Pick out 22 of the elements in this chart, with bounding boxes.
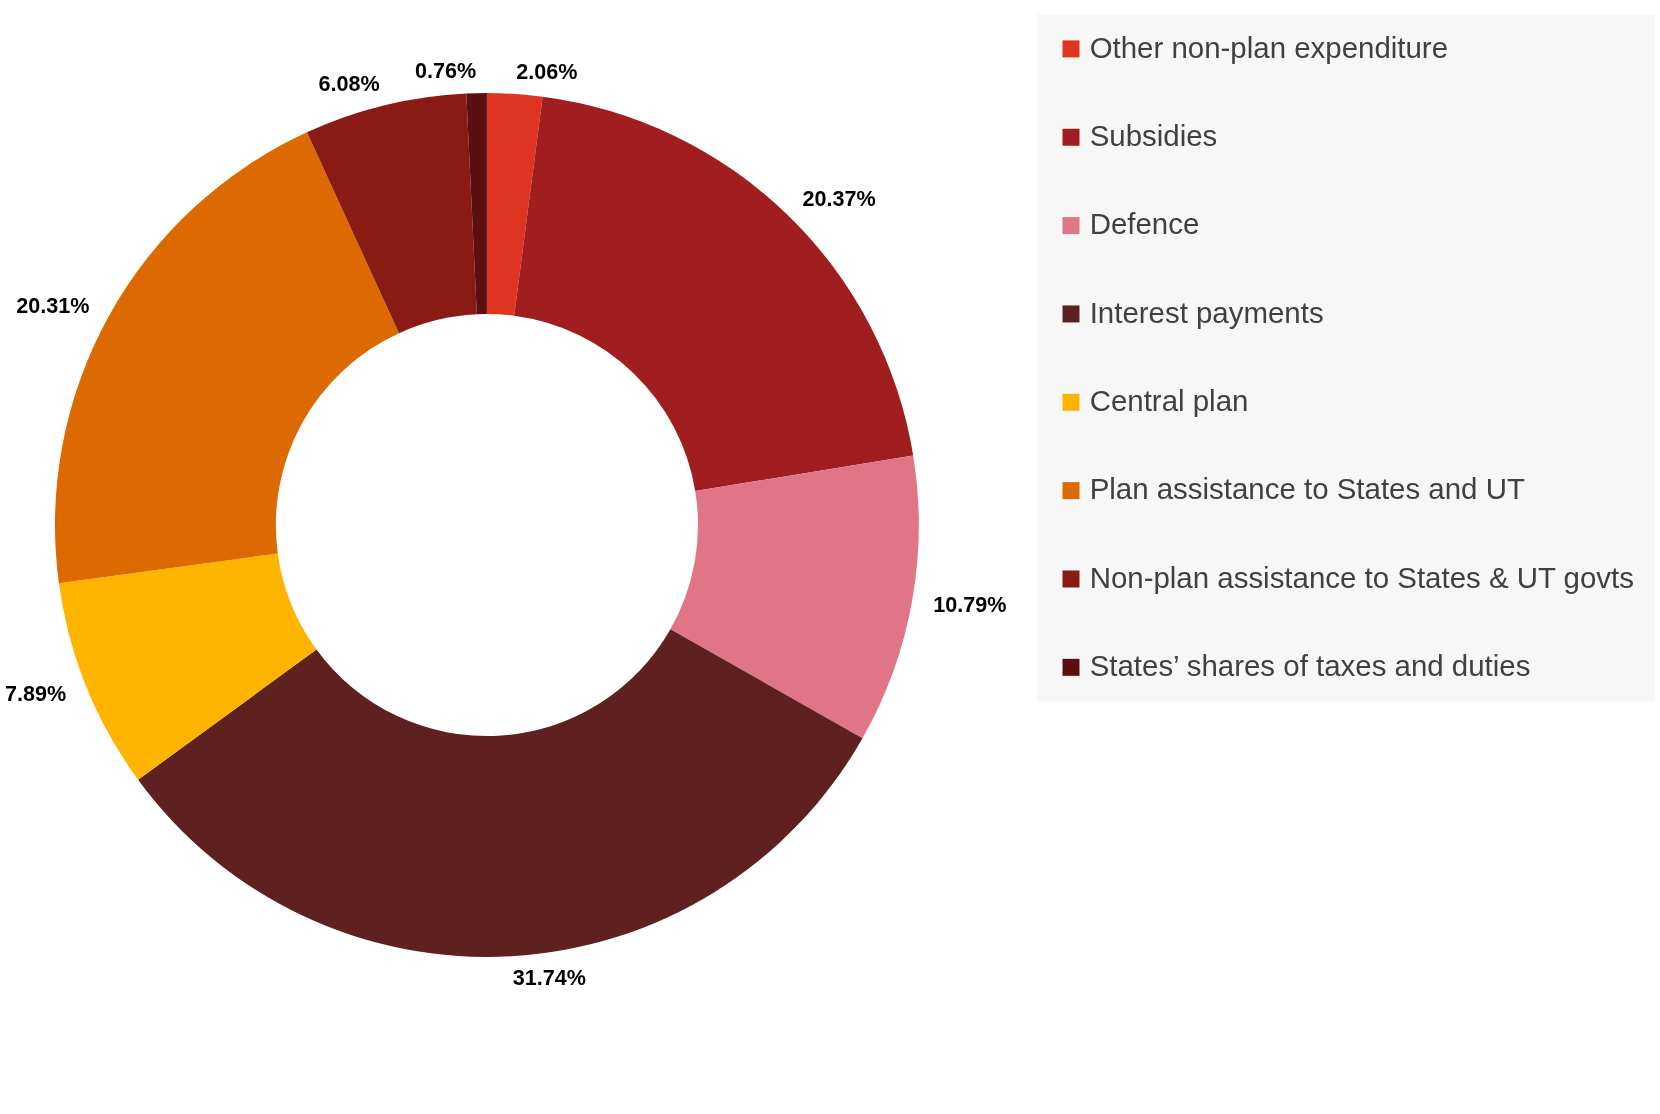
- donut-slice: [306, 93, 477, 334]
- legend-label: Central plan: [1089, 384, 1249, 418]
- donut-slice: [514, 96, 914, 492]
- data-label: 10.79%: [933, 591, 1007, 617]
- data-label: 0.76%: [414, 58, 477, 84]
- data-label: 20.31%: [16, 293, 90, 319]
- legend-label: Other non-plan expenditure: [1089, 30, 1449, 64]
- donut-slice: [486, 93, 543, 316]
- legend-label: Subsidies: [1089, 119, 1218, 153]
- legend-label: Defence: [1089, 207, 1200, 241]
- donut-slice: [466, 93, 487, 315]
- legend-label: Interest payments: [1089, 295, 1324, 329]
- legend-label: Plan assistance to States and UT: [1089, 472, 1525, 506]
- data-label: 20.37%: [802, 186, 876, 212]
- data-label: 7.89%: [5, 681, 67, 707]
- data-label: 2.06%: [516, 59, 578, 85]
- data-label: 31.74%: [512, 964, 587, 990]
- legend-label: States’ shares of taxes and duties: [1089, 649, 1531, 683]
- data-label: 6.08%: [318, 71, 380, 97]
- donut-slice: [138, 629, 863, 957]
- legend-label: Non-plan assistance to States & UT govts: [1089, 560, 1634, 594]
- donut-slice: [670, 455, 919, 739]
